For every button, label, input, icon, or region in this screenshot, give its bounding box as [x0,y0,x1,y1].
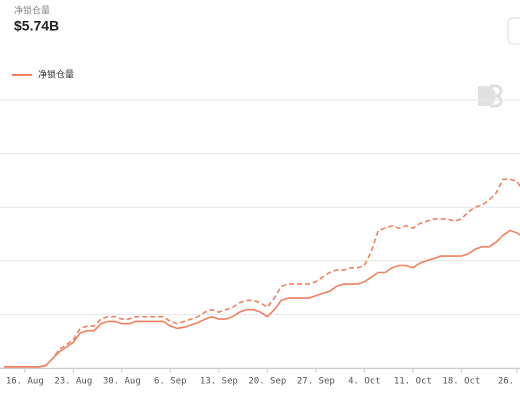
x-tick-label: 6. Sep [154,377,187,387]
legend-label: 净锁仓量 [38,68,74,79]
x-tick-label: 23. Aug [54,377,92,387]
toolbar-button[interactable] [507,17,520,45]
headline-value: $5.74B [14,18,59,34]
x-tick-label: 13. Sep [200,377,238,387]
x-tick-label: 4. Oct [348,377,381,387]
x-tick-label: 18. Oct [442,377,480,387]
chart-title: 净锁仓量 [14,4,50,15]
x-tick-label: 30. Aug [103,377,141,387]
x-tick-label: 20. Sep [248,377,286,387]
series-line [4,229,520,368]
x-tick-label: 27. Sep [297,377,335,387]
watermark [478,84,503,108]
x-tick-label: 16. Aug [6,377,44,387]
x-tick-label: 11. Oct [394,377,432,387]
series-line [4,178,520,368]
x-tick-label: 26. Oct [498,377,520,387]
